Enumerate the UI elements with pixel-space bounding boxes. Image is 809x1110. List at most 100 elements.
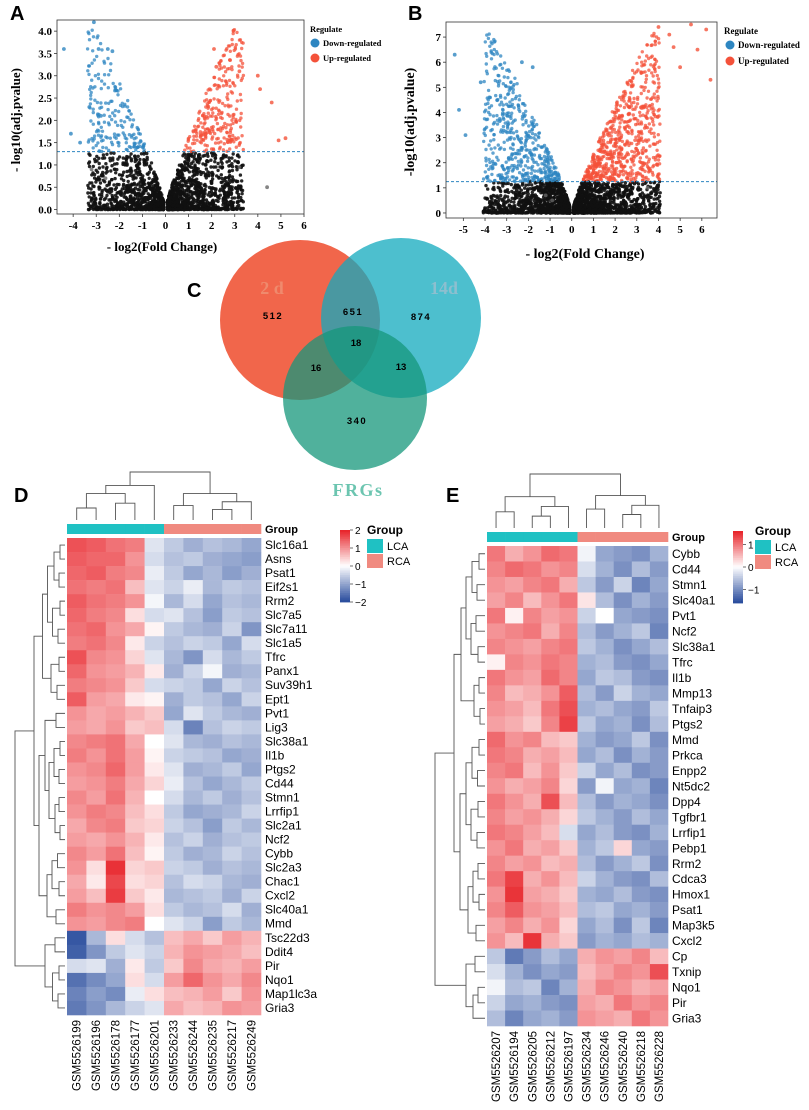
volcano-point [529, 171, 534, 176]
volcano-point [118, 87, 123, 91]
volcano-point [649, 63, 653, 67]
volcano-point [102, 61, 107, 65]
volcano-point [87, 152, 91, 156]
volcano-point [98, 181, 103, 185]
volcano-point [196, 187, 200, 191]
volcano-point [230, 65, 234, 69]
volcano-point [223, 104, 227, 108]
volcano-point [643, 59, 647, 63]
volcano-point [201, 162, 205, 166]
volcano-point [234, 145, 238, 149]
volcano-point [225, 47, 229, 51]
volcano-point [158, 191, 162, 195]
volcano-point [220, 176, 224, 181]
volcano-point [213, 160, 217, 164]
volcano-point [231, 121, 235, 126]
volcano-point [167, 202, 172, 206]
volcano-point [88, 181, 92, 185]
volcano-point [637, 172, 641, 176]
volcano-point [100, 192, 104, 197]
volcano-point [220, 78, 224, 83]
volcano-point [146, 192, 150, 196]
volcano-point [137, 160, 141, 165]
volcano-point [230, 175, 235, 179]
volcano-point [106, 121, 111, 125]
volcano-point [113, 207, 118, 211]
volcano-point [127, 133, 132, 137]
volcano-point [225, 123, 230, 127]
volcano-point [652, 31, 656, 36]
volcano-point [495, 52, 500, 56]
volcano-point [227, 66, 231, 71]
volcano-point [191, 160, 195, 164]
volcano-point [650, 117, 655, 121]
volcano-point [490, 127, 494, 132]
volcano-point [523, 186, 527, 190]
volcano-point [590, 208, 595, 212]
volcano-point [192, 138, 196, 142]
x-tick-label: 0 [163, 220, 169, 232]
volcano-point [128, 118, 132, 122]
volcano-point [227, 159, 231, 163]
volcano-point [171, 192, 175, 196]
volcano-point [657, 85, 661, 89]
volcano-point [639, 120, 643, 124]
volcano-point [135, 205, 139, 209]
volcano-point [644, 74, 649, 78]
x-tick-label: 2 [209, 220, 215, 232]
volcano-point [114, 204, 118, 208]
volcano-point [102, 156, 107, 160]
volcano-point [110, 117, 114, 122]
volcano-point [213, 141, 218, 145]
volcano-point [91, 110, 96, 115]
volcano-point [544, 172, 548, 176]
volcano-point [228, 163, 232, 168]
volcano-point [225, 137, 229, 142]
volcano-point [519, 164, 523, 168]
volcano-point [92, 137, 96, 141]
volcano-point [649, 43, 653, 48]
volcano-point [233, 84, 237, 88]
volcano-point [652, 135, 657, 139]
volcano-point [657, 81, 661, 85]
volcano-point [93, 98, 97, 102]
x-tick-label: -2 [115, 220, 125, 232]
volcano-point [107, 198, 111, 202]
volcano-point [237, 52, 241, 56]
volcano-point [112, 151, 116, 155]
volcano-point [113, 108, 118, 113]
volcano-point [237, 203, 241, 207]
volcano-point [650, 71, 654, 75]
volcano-point [104, 101, 108, 105]
volcano-point [132, 181, 136, 185]
volcano-point [223, 70, 228, 74]
volcano-a-legend-title: Regulate [310, 24, 342, 34]
volcano-point [513, 151, 517, 156]
volcano-point [658, 122, 662, 126]
volcano-point [78, 140, 82, 145]
volcano-point [182, 202, 187, 206]
volcano-point [195, 172, 199, 176]
volcano-a-legend-up-swatch [310, 53, 320, 63]
volcano-point [90, 28, 94, 32]
volcano-point [90, 196, 94, 200]
volcano-point [116, 93, 120, 97]
volcano-point [124, 196, 129, 200]
volcano-b-points [452, 22, 713, 215]
volcano-point [177, 169, 181, 174]
volcano-point [179, 171, 184, 175]
volcano-point [501, 82, 505, 86]
volcano-point [223, 182, 227, 187]
volcano-point [657, 41, 661, 45]
volcano-point [640, 50, 644, 54]
volcano-point [233, 136, 237, 140]
volcano-point [198, 130, 203, 134]
volcano-point [621, 173, 626, 177]
volcano-point [609, 204, 614, 209]
volcano-point [210, 186, 214, 190]
volcano-point [219, 66, 224, 70]
volcano-point [230, 180, 235, 184]
volcano-point [283, 136, 288, 141]
volcano-point [524, 183, 528, 187]
volcano-point [158, 201, 162, 206]
